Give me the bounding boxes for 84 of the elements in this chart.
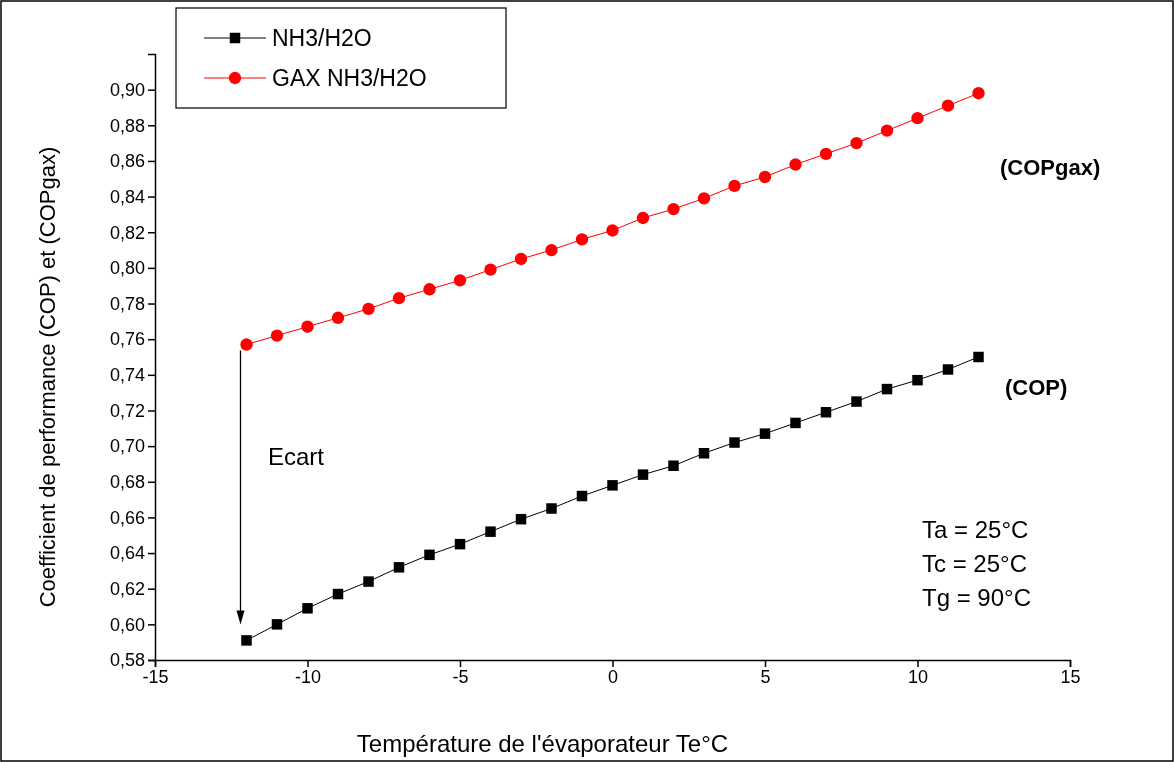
- point: [790, 417, 801, 429]
- point: [789, 158, 802, 171]
- point: [881, 383, 893, 395]
- y-tick-label: 0,90: [109, 79, 145, 100]
- point: [636, 211, 650, 225]
- point: [424, 549, 435, 561]
- y-tick-label: 0,58: [109, 650, 145, 671]
- point: [698, 448, 710, 459]
- point: [545, 243, 558, 257]
- point: [973, 351, 984, 363]
- point: [484, 263, 497, 276]
- y-tick-label: 0,72: [109, 400, 145, 421]
- point: [972, 87, 985, 100]
- point: [912, 374, 923, 386]
- y-axis-title: Coefficient de performance (COP) et (COPgax): [35, 146, 60, 608]
- y-tick-label: 0,84: [109, 186, 145, 207]
- x-tick-label: 10: [907, 666, 929, 687]
- y-tick-label: 0,88: [109, 115, 145, 136]
- y-tick-label: 0,64: [109, 543, 145, 564]
- y-tick-label: 0,86: [109, 151, 145, 172]
- point: [423, 283, 436, 296]
- y-tick-label: 0,80: [109, 258, 145, 279]
- legend-label: GAX NH3/H2O: [272, 65, 427, 91]
- point: [759, 428, 771, 439]
- y-tick-label: 0,60: [109, 614, 145, 635]
- point: [363, 576, 374, 587]
- point: [911, 112, 924, 125]
- y-tick-label: 0,78: [109, 293, 145, 314]
- point: [607, 480, 618, 491]
- point: [241, 635, 252, 646]
- point: [851, 396, 862, 407]
- point: [850, 136, 863, 150]
- point: [392, 292, 406, 305]
- legend-label: NH3/H2O: [272, 25, 372, 51]
- point: [820, 407, 832, 418]
- annotation: Ta = 25°C: [922, 516, 1029, 543]
- point: [485, 526, 496, 537]
- point: [606, 224, 619, 237]
- x-tick-label: 0: [607, 666, 619, 687]
- x-tick-label: 15: [1060, 666, 1081, 687]
- y-tick-label: 0,82: [109, 222, 145, 243]
- point: [332, 588, 344, 600]
- point: [331, 311, 345, 324]
- point: [270, 329, 284, 342]
- point: [271, 619, 283, 630]
- y-tick-label: 0,66: [109, 507, 145, 528]
- x-tick-label: -5: [452, 666, 469, 687]
- annotation: Ecart: [268, 443, 325, 470]
- point: [667, 202, 680, 216]
- point: [637, 469, 649, 480]
- annotation: (COPgax): [1000, 155, 1101, 180]
- point: [880, 124, 894, 137]
- point: [240, 338, 253, 351]
- y-tick-label: 0,76: [109, 329, 145, 350]
- x-axis-title: Température de l'évaporateur Te°C: [356, 730, 729, 757]
- point: [453, 274, 467, 287]
- point: [575, 233, 589, 246]
- y-tick-label: 0,62: [109, 578, 145, 599]
- y-tick-label: 0,74: [109, 365, 145, 386]
- point: [758, 170, 772, 184]
- point: [941, 99, 955, 112]
- annotation: Tg = 90°C: [922, 584, 1031, 611]
- point: [514, 252, 528, 266]
- annotation: Tc = 25°C: [922, 550, 1027, 577]
- y-tick-label: 0,68: [109, 472, 145, 493]
- point: [362, 302, 375, 316]
- point: [454, 538, 466, 550]
- x-tick-label: -15: [142, 666, 169, 687]
- point: [515, 513, 527, 525]
- x-tick-label: -10: [294, 666, 322, 687]
- point: [942, 364, 954, 375]
- point: [301, 320, 314, 333]
- point: [728, 179, 741, 193]
- point: [729, 437, 740, 448]
- point: [302, 603, 313, 614]
- point: [393, 562, 405, 573]
- x-tick-label: 5: [760, 666, 771, 687]
- point: [576, 490, 588, 502]
- point: [819, 147, 833, 160]
- point: [697, 192, 711, 205]
- y-tick-label: 0,70: [109, 436, 145, 457]
- point: [546, 503, 557, 514]
- point: [668, 460, 679, 471]
- annotation: (COP): [1005, 375, 1068, 400]
